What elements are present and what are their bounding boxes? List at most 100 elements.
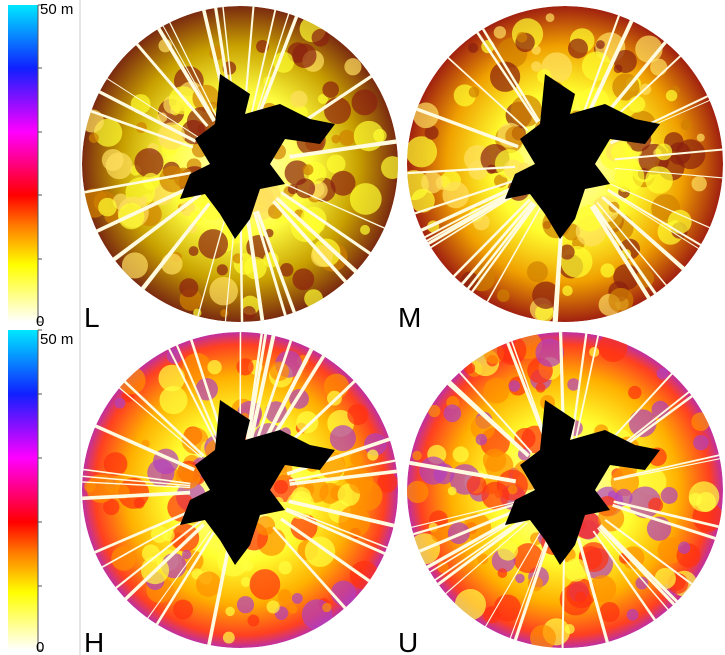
sky-gap — [180, 74, 335, 239]
foliage — [497, 568, 508, 578]
foliage — [566, 578, 596, 609]
colorbar-min-label: 0 — [36, 313, 44, 330]
stem — [612, 503, 718, 541]
foliage — [482, 448, 507, 473]
foliage — [290, 90, 308, 108]
stem — [82, 490, 191, 501]
stem — [256, 13, 299, 118]
stem — [254, 11, 291, 117]
stem — [252, 211, 288, 318]
stem — [505, 340, 549, 444]
stem — [206, 538, 232, 648]
stem — [285, 508, 388, 556]
foliage — [329, 425, 356, 452]
stem — [255, 210, 297, 315]
foliage — [242, 305, 256, 320]
stem — [254, 338, 293, 444]
stem — [509, 536, 549, 641]
foliage — [216, 264, 228, 276]
stem — [285, 183, 387, 230]
foliage — [598, 333, 628, 362]
stem — [599, 524, 680, 605]
stem — [196, 212, 228, 319]
stem — [167, 346, 219, 446]
foliage — [559, 244, 575, 260]
foliage — [159, 165, 187, 193]
stem — [122, 379, 205, 457]
stem — [248, 333, 276, 442]
stem — [483, 532, 541, 629]
foliage — [497, 540, 519, 561]
canopy — [407, 332, 723, 648]
stem — [92, 508, 195, 555]
stem — [604, 518, 695, 587]
foliage — [651, 400, 670, 419]
foliage — [516, 31, 528, 43]
stem — [156, 25, 216, 123]
stem — [513, 536, 551, 643]
stem — [279, 517, 372, 584]
foliage — [101, 148, 124, 171]
foliage — [407, 480, 429, 504]
foliage — [595, 40, 605, 49]
foliage — [600, 263, 615, 278]
foliage — [656, 368, 669, 380]
hemispherical-image — [82, 332, 398, 648]
foliage — [247, 614, 260, 627]
foliage — [564, 624, 575, 635]
foliage — [696, 133, 705, 142]
stem — [422, 186, 522, 240]
foliage — [349, 183, 382, 215]
stem — [260, 346, 315, 447]
foliage — [597, 505, 625, 532]
stem — [94, 183, 196, 234]
foliage — [159, 386, 188, 415]
foliage — [466, 475, 487, 496]
stem — [134, 41, 209, 128]
foliage — [296, 411, 319, 434]
stem — [161, 23, 217, 121]
foliage — [273, 479, 289, 495]
stem — [581, 13, 621, 118]
stem — [414, 106, 519, 149]
stem — [432, 517, 525, 582]
foliage — [103, 452, 128, 476]
foliage — [114, 397, 126, 409]
foliage — [628, 95, 646, 113]
foliage — [330, 580, 356, 606]
foliage — [599, 601, 620, 623]
foliage — [678, 541, 691, 554]
stem — [250, 7, 277, 116]
stem — [407, 165, 516, 175]
foliage — [667, 209, 692, 234]
foliage — [377, 472, 398, 493]
foliage — [311, 28, 330, 47]
foliage — [103, 498, 120, 516]
foliage — [121, 252, 148, 279]
foliage — [304, 289, 323, 308]
foliage — [493, 26, 507, 39]
stem — [428, 189, 523, 250]
foliage — [331, 134, 341, 144]
stem — [275, 197, 358, 275]
foliage — [483, 377, 510, 404]
foliage — [411, 188, 435, 213]
stem — [606, 190, 701, 250]
stem — [576, 537, 610, 645]
stem — [289, 469, 398, 486]
stem — [447, 379, 530, 458]
foliage — [347, 403, 369, 426]
stem — [99, 513, 197, 569]
stem — [82, 468, 191, 485]
stem — [82, 475, 191, 487]
stem — [113, 520, 202, 590]
foliage — [367, 449, 379, 461]
colorbar-max-label: 50 m — [40, 1, 73, 18]
stem — [485, 207, 542, 304]
sky-gap — [505, 400, 660, 565]
panel-label: U — [398, 627, 418, 655]
foliage — [477, 553, 489, 565]
foliage — [236, 358, 254, 376]
stem — [288, 499, 397, 528]
